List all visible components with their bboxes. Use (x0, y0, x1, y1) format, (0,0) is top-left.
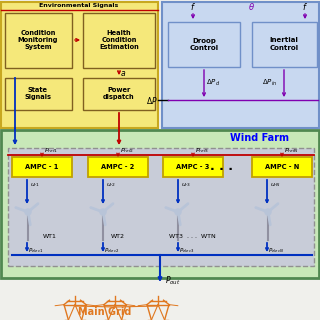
Text: $P_{elec1}$: $P_{elec1}$ (28, 246, 43, 255)
Bar (88, 157, 148, 177)
Text: $P_{refN}$: $P_{refN}$ (284, 147, 299, 156)
Bar (162, 2, 319, 128)
Bar (1, 130, 319, 278)
Circle shape (265, 209, 271, 215)
Text: $P_{elec3}$: $P_{elec3}$ (179, 246, 194, 255)
Text: Wind Farm: Wind Farm (230, 133, 290, 143)
Text: Droop
Control: Droop Control (189, 37, 219, 51)
Text: AMPC - 2: AMPC - 2 (101, 164, 135, 170)
Bar (5, 78, 72, 110)
Text: $P_{elec2}$: $P_{elec2}$ (104, 246, 119, 255)
Text: Inertial
Control: Inertial Control (269, 37, 299, 51)
Bar (252, 157, 312, 177)
Bar (83, 13, 155, 68)
Circle shape (25, 209, 31, 215)
Circle shape (100, 209, 106, 215)
Text: State
Signals: State Signals (25, 87, 52, 100)
Text: $P_{out}$: $P_{out}$ (165, 275, 180, 287)
Text: AMPC - 3: AMPC - 3 (176, 164, 210, 170)
Text: $\Delta P_d$: $\Delta P_d$ (206, 78, 220, 88)
Text: $P_{ref2}$: $P_{ref2}$ (120, 147, 134, 156)
Text: . . .: . . . (211, 161, 234, 173)
Text: WT3  . . .  WTN: WT3 . . . WTN (169, 235, 215, 239)
Text: AMPC - N: AMPC - N (265, 164, 299, 170)
Text: $u_{r3}$: $u_{r3}$ (181, 181, 191, 189)
Bar (8, 148, 314, 266)
Bar (83, 78, 155, 110)
Text: WT2: WT2 (111, 235, 125, 239)
Text: $\theta$: $\theta$ (247, 1, 254, 12)
Bar (163, 157, 223, 177)
Text: $u_{r1}$: $u_{r1}$ (30, 181, 40, 189)
Bar (252, 22, 317, 67)
Text: $f$: $f$ (302, 2, 308, 12)
Text: $P_{elecN}$: $P_{elecN}$ (268, 246, 284, 255)
Bar (12, 157, 72, 177)
Text: $u_{rN}$: $u_{rN}$ (270, 181, 281, 189)
Text: $P_{ref1}$: $P_{ref1}$ (44, 147, 58, 156)
Text: $a$: $a$ (120, 68, 126, 77)
Text: $\Delta P$: $\Delta P$ (146, 94, 158, 106)
Text: $u_{r2}$: $u_{r2}$ (106, 181, 116, 189)
Bar (5, 13, 72, 68)
Bar (1, 2, 158, 128)
Text: Power
dispatch: Power dispatch (103, 87, 135, 100)
Text: Main Grid: Main Grid (78, 307, 132, 317)
Text: WT1: WT1 (43, 235, 57, 239)
Text: Health
Condition
Estimation: Health Condition Estimation (99, 30, 139, 50)
Text: Environmental Signals: Environmental Signals (39, 4, 119, 9)
Circle shape (175, 209, 181, 215)
Text: $\Delta P_{in}$: $\Delta P_{in}$ (262, 78, 277, 88)
Text: Condition
Monitoring
System: Condition Monitoring System (18, 30, 58, 50)
Text: $P_{ref3}$: $P_{ref3}$ (195, 147, 209, 156)
Text: AMPC - 1: AMPC - 1 (25, 164, 59, 170)
Bar (168, 22, 240, 67)
Text: $f$: $f$ (190, 2, 196, 12)
